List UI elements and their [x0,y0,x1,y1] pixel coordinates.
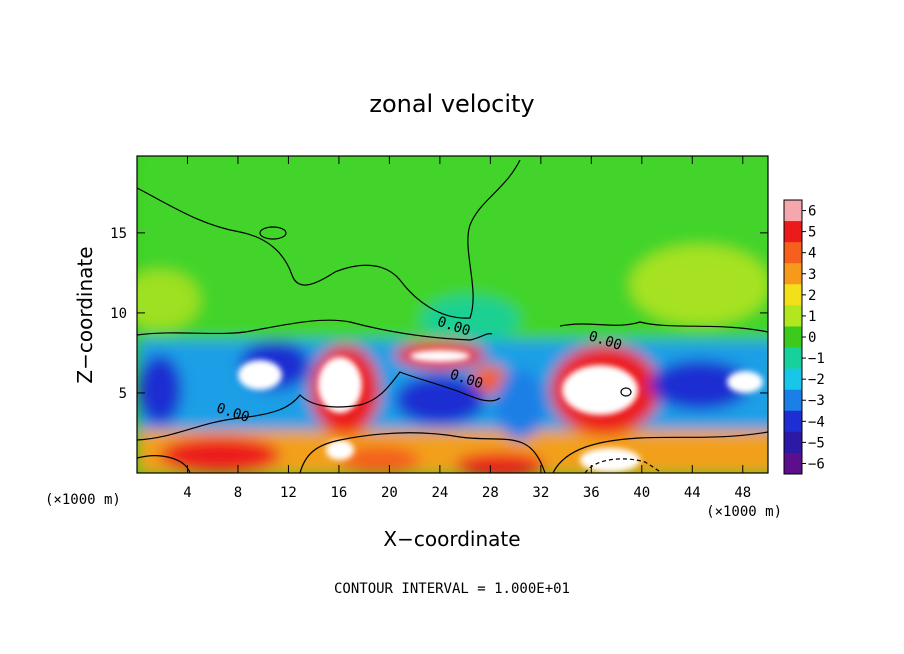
zero-contour-upper [137,159,521,319]
x-tick-label: 48 [734,485,751,501]
colorbar-swatch [784,326,802,349]
x-tick-label: 4 [183,485,191,501]
x-tick-label: 12 [280,485,297,501]
colorbar-swatch [784,431,802,454]
yellow-green-patch [630,245,768,325]
colorbar-swatch [784,242,802,264]
blue-core [395,375,485,425]
white-max-core [318,357,362,413]
colorbar-swatch [784,410,802,433]
colorbar-label: −5 [808,435,825,451]
contour-lines [137,159,768,473]
white-max-core [238,360,282,390]
colorbar-label: 5 [808,225,816,241]
white-max-core [326,440,354,460]
y-tick-label: 5 [119,386,127,402]
colorbar-swatch [784,221,802,243]
zero-contour-bottom-left [137,455,191,473]
colorbar-label: 3 [808,267,816,283]
colorbar-label: 4 [808,246,816,262]
colorbar-swatch [784,305,802,327]
colorbar-swatch [784,347,802,370]
colorbar-label: −2 [808,372,825,388]
white-max-core [410,350,470,362]
zero-contour-small-loop [620,387,632,397]
zero-contour-lower [137,319,768,341]
x-tick-label: 16 [330,485,347,501]
plot-frame [136,155,769,474]
yellow-green-patch [137,270,200,330]
contour-interval-note: CONTOUR INTERVAL = 1.000E+01 [334,581,570,597]
red-core [340,446,420,473]
blue-core [650,360,750,410]
x-tick-label: 40 [633,485,650,501]
colorbar-swatch [784,200,802,222]
y-unit-label: (×1000 m) [45,492,121,508]
y-axis: 5 10 15 [110,226,768,402]
colorbar-swatch [784,368,802,391]
y-axis-label: Z−coordinate [73,246,97,383]
velocity-field [137,156,768,473]
colorbar-swatch [784,263,802,285]
x-tick-label: 28 [482,485,499,501]
white-max-core [727,371,763,393]
blue-core [495,370,545,440]
red-core [455,453,545,473]
colorbar-swatch [784,452,802,475]
colorbar-label: −3 [808,393,825,409]
colorbar-label: −4 [808,414,825,430]
y-tick-label: 10 [110,306,127,322]
x-tick-label: 20 [381,485,398,501]
zero-contour-right [552,431,768,473]
white-max-core [562,365,638,415]
x-tick-label: 32 [532,485,549,501]
colorbar-swatch [784,284,802,306]
negative-contour-dashed [584,458,663,473]
colorbar-label: 1 [808,309,816,325]
colorbar-swatch [784,389,802,412]
chart-title: zonal velocity [369,90,534,118]
x-tick-label: 8 [234,485,242,501]
x-axis: 4 8 12 16 20 24 28 32 36 40 44 48 [183,156,751,501]
zero-contour-closed [259,226,287,240]
zero-contour-mid [137,371,501,441]
colorbar-label: −1 [808,351,825,367]
colorbar: 6 5 4 3 2 1 0 −1 −2 −3 −4 −5 −6 [783,199,825,475]
x-tick-label: 24 [431,485,448,501]
colorbar-label: 6 [808,204,816,220]
teal-patch [420,295,520,345]
x-unit-label: (×1000 m) [706,504,782,520]
colorbar-label: 2 [808,288,816,304]
x-tick-label: 36 [583,485,600,501]
zero-contour-deep [299,432,546,473]
blue-core [138,355,182,425]
x-axis-label: X−coordinate [383,527,520,551]
colorbar-label: 0 [808,330,816,346]
x-tick-label: 44 [684,485,701,501]
plot-area: 0.000.000.000.00 [137,156,768,473]
y-tick-label: 15 [110,226,127,242]
colorbar-label: −6 [808,456,825,472]
red-core [160,437,280,473]
